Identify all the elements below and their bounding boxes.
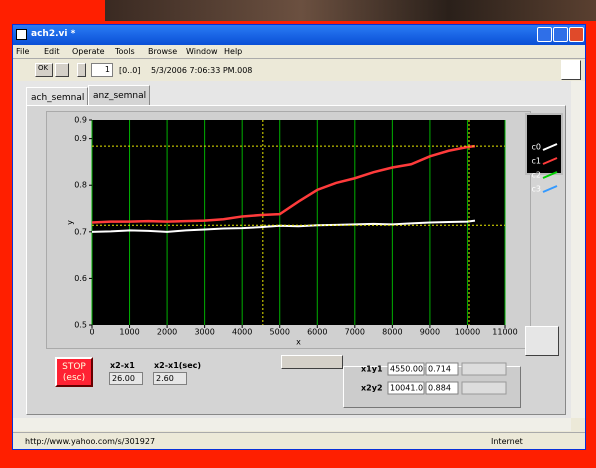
x-tick-label: 10000 (455, 328, 480, 337)
menu-item[interactable]: Operate (72, 47, 105, 56)
delta-sec-label: x2-x1(sec) (154, 361, 202, 370)
cursor-controls (461, 362, 507, 376)
timestamp: 5/3/2006 7:06:33 PM.008 (151, 66, 253, 75)
ok-button[interactable]: OK (35, 63, 53, 77)
y-tick-label: 0.6 (74, 274, 87, 283)
menu-item[interactable]: Edit (44, 47, 60, 56)
cursor-y-value: 0.714 (428, 365, 451, 374)
legend-swatch (542, 185, 558, 193)
close-button[interactable] (569, 27, 584, 42)
cursor-y-box (425, 362, 459, 376)
y-tick-label: 0.8 (74, 181, 87, 190)
x-tick-label: 6000 (307, 328, 327, 337)
index-spinner[interactable] (77, 63, 86, 77)
legend-label: c2 (532, 171, 542, 180)
context-help[interactable] (561, 60, 581, 80)
y-tick-label: 0.9 (74, 134, 87, 143)
x-tick-label: 1000 (119, 328, 139, 337)
delta-sec-value: 2.60 (153, 372, 187, 385)
stop-button[interactable]: STOP (esc) (55, 357, 93, 387)
background-photo (105, 0, 596, 21)
cursor-x-box (387, 381, 425, 395)
cursor-y-value: 0.884 (428, 384, 451, 393)
x-tick-label: 5000 (270, 328, 290, 337)
x-tick-label: 11000 (492, 328, 517, 337)
cursor-x-value: 10041.00 (390, 384, 428, 393)
legend-label: c1 (532, 157, 542, 166)
series-line (91, 144, 476, 224)
status-bar: http://www.yahoo.com/s/301927 Internet (13, 432, 585, 449)
graph-palette[interactable] (525, 326, 559, 356)
index-field[interactable]: 1 (91, 63, 113, 77)
x-tick-label: 4000 (232, 328, 252, 337)
cursor-x-value: 4550.00 (390, 365, 423, 374)
title-bar: ach2.vi * (13, 25, 585, 45)
minimize-button[interactable] (537, 27, 552, 42)
menu-item[interactable]: Window (186, 47, 218, 56)
menu-item[interactable]: File (16, 47, 30, 56)
x-axis-label: x (296, 338, 301, 347)
maximize-button[interactable] (553, 27, 568, 42)
tab-strip: ach_semnal anz_semnal (26, 85, 566, 106)
legend-label: c0 (532, 143, 542, 152)
legend-label: c3 (532, 185, 542, 194)
cursor-controls (461, 381, 507, 395)
menu-bar: File Edit Operate Tools Browse Window Help (13, 46, 585, 58)
cursor-y-box (425, 381, 459, 395)
legend-swatch (542, 157, 558, 165)
delta-label: x2-x1 (110, 361, 135, 370)
menu-item[interactable]: Help (224, 47, 243, 56)
cursor-name: x2y2 (361, 384, 383, 393)
graph-tools[interactable] (281, 355, 343, 369)
y-tick-label: 0.7 (74, 227, 87, 236)
status-zone: Internet (491, 437, 523, 446)
probe-button[interactable] (55, 63, 69, 77)
tab[interactable]: ach_semnal (26, 87, 88, 106)
status-url: http://www.yahoo.com/s/301927 (25, 437, 156, 446)
x-tick-label: 7000 (345, 328, 365, 337)
horizontal-scrollbar[interactable] (13, 418, 571, 431)
tab[interactable]: anz_semnal (88, 85, 150, 106)
legend-swatch (542, 143, 558, 151)
cursor-name: x1y1 (361, 365, 383, 374)
legend-swatch (542, 171, 558, 179)
vi-icon (16, 29, 27, 40)
stop-label: STOP (62, 362, 86, 372)
x-tick-label: 2000 (157, 328, 177, 337)
window-title: ach2.vi * (31, 29, 76, 39)
y-tick-label: 0.5 (74, 321, 87, 330)
x-tick-label: 3000 (194, 328, 214, 337)
series-line (91, 219, 476, 233)
y-axis-label: y (66, 220, 75, 225)
x-tick-label: 9000 (420, 328, 440, 337)
menu-item[interactable]: Browse (148, 47, 178, 56)
stop-shortcut: (esc) (62, 373, 86, 383)
x-tick-label: 0 (89, 328, 94, 337)
cursor-x-box (387, 362, 425, 376)
menu-item[interactable]: Tools (115, 47, 135, 56)
array-range: [0..0] (119, 66, 141, 75)
vertical-scrollbar[interactable] (571, 81, 585, 418)
toolbar: OK 1 [0..0] 5/3/2006 7:06:33 PM.008 (13, 58, 585, 80)
delta-value: 26.00 (109, 372, 143, 385)
y-tick-label: 0.9 (74, 116, 87, 125)
x-tick-label: 8000 (382, 328, 402, 337)
